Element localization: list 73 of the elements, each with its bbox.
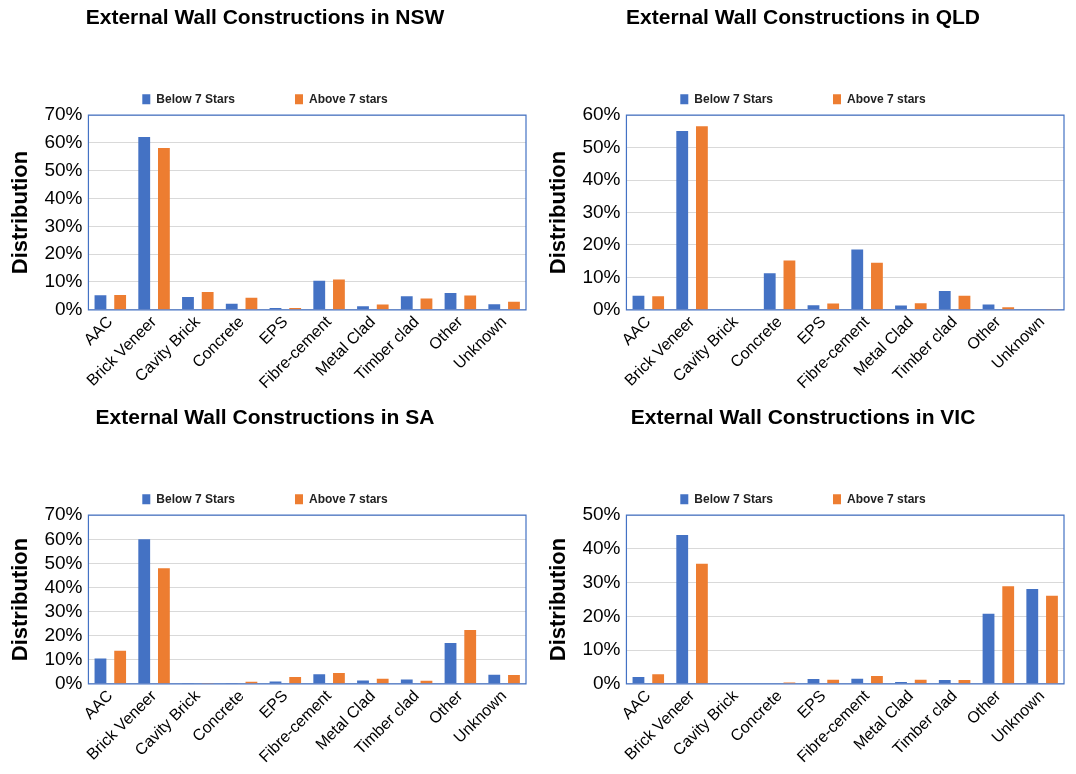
bar	[871, 676, 883, 684]
bar	[1002, 307, 1015, 310]
legend-label: Above 7 stars	[847, 91, 927, 106]
chart-title: External Wall Constructions in NSW	[85, 5, 445, 29]
y-tick-label: 20%	[44, 623, 83, 645]
y-tick-label: 40%	[44, 575, 83, 597]
y-tick-label: 30%	[44, 599, 83, 621]
chart-title: External Wall Constructions in SA	[95, 405, 435, 429]
y-tick-label: 40%	[582, 168, 621, 190]
y-tick-label: 60%	[44, 131, 83, 153]
bar	[871, 262, 883, 310]
y-tick-label: 20%	[582, 233, 621, 255]
y-tick-label: 30%	[582, 570, 621, 592]
bar	[508, 675, 520, 684]
bar	[1046, 595, 1058, 684]
y-tick-label: 30%	[582, 200, 621, 222]
y-axis-title: Distribution	[7, 150, 33, 275]
y-tick-label: 50%	[582, 503, 621, 525]
y-tick-label: 40%	[44, 186, 83, 208]
y-tick-label: 10%	[582, 265, 621, 287]
y-tick-label: 0%	[592, 298, 621, 320]
y-tick-label: 70%	[44, 103, 83, 125]
legend-label: Below 7 Stars	[694, 491, 774, 506]
bar	[158, 568, 170, 684]
bar	[696, 126, 708, 310]
y-axis-title: Distribution	[545, 537, 571, 662]
chart-title: External Wall Constructions in VIC	[630, 405, 976, 429]
bar	[245, 297, 258, 310]
y-tick-label: 50%	[582, 135, 621, 157]
bar	[958, 295, 971, 310]
y-tick-label: 70%	[44, 503, 83, 525]
bar	[508, 301, 520, 310]
y-tick-label: 60%	[44, 527, 83, 549]
bar	[652, 674, 665, 684]
legend-label: Below 7 Stars	[694, 91, 774, 106]
bar	[376, 304, 389, 310]
bar	[652, 296, 665, 310]
bar	[201, 291, 214, 310]
legend-label: Above 7 stars	[847, 491, 927, 506]
bar	[289, 677, 302, 684]
bar	[333, 672, 345, 684]
bar	[696, 563, 708, 684]
y-tick-label: 0%	[54, 672, 83, 694]
legend-label: Above 7 stars	[309, 91, 389, 106]
y-tick-label: 10%	[582, 638, 621, 660]
bar	[333, 279, 345, 310]
bar	[783, 260, 796, 310]
bar	[158, 148, 170, 310]
legend-label: Above 7 stars	[309, 491, 389, 506]
y-tick-label: 20%	[44, 242, 83, 264]
y-tick-label: 10%	[44, 270, 83, 292]
y-tick-label: 20%	[582, 604, 621, 626]
y-tick-label: 30%	[44, 214, 83, 236]
y-axis-title: Distribution	[545, 150, 571, 275]
y-axis-title: Distribution	[7, 537, 33, 662]
legend-label: Below 7 Stars	[156, 91, 236, 106]
y-tick-label: 60%	[582, 103, 621, 125]
bar	[114, 295, 127, 310]
bar	[914, 303, 927, 310]
y-tick-label: 50%	[44, 159, 83, 181]
bar	[464, 295, 477, 310]
bar	[114, 650, 127, 684]
y-tick-label: 10%	[44, 647, 83, 669]
bar	[1002, 586, 1015, 684]
chart-title: External Wall Constructions in QLD	[626, 5, 980, 29]
y-tick-label: 50%	[44, 551, 83, 573]
bar	[420, 298, 433, 310]
bar	[464, 630, 477, 684]
y-tick-label: 0%	[592, 672, 621, 694]
bar	[827, 303, 840, 310]
y-tick-label: 40%	[582, 537, 621, 559]
y-tick-label: 0%	[54, 298, 83, 320]
legend-label: Below 7 Stars	[156, 491, 236, 506]
